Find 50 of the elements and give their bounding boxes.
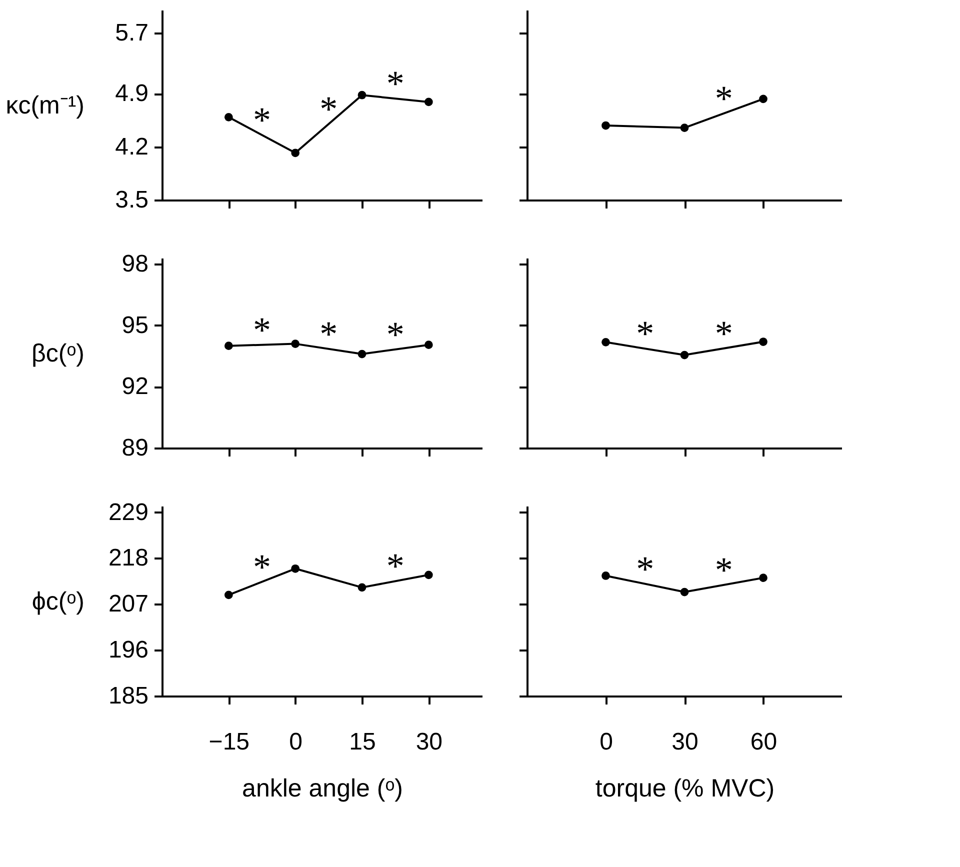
annotation: *: [714, 313, 733, 354]
y-axis-title: βc(ᵒ): [32, 340, 84, 368]
y-axis-title: ϕc(ᵒ): [32, 588, 84, 616]
y-tick-label: 207: [108, 590, 148, 618]
y-tick-label: 5.7: [115, 19, 148, 46]
point: [424, 340, 433, 350]
x-tick-label: −15: [208, 728, 250, 756]
x-tick-label: 0: [289, 728, 303, 756]
point: [224, 342, 233, 350]
annotation: *: [636, 314, 654, 354]
point: [358, 350, 366, 358]
y-tick-label: 89: [122, 434, 148, 462]
point: [358, 583, 366, 592]
y-axis-title: κc(m⁻¹): [6, 92, 84, 120]
y-tick-label: 218: [108, 544, 148, 572]
y-tick-label: 3.5: [115, 186, 148, 214]
annotation: *: [714, 550, 733, 590]
annotation: *: [386, 64, 404, 104]
point: [424, 98, 433, 106]
point: [291, 564, 300, 573]
annotation: *: [253, 100, 271, 140]
annotation: *: [253, 310, 271, 350]
x-tick-label: 15: [349, 728, 376, 756]
annotation: *: [386, 314, 404, 354]
x-tick-label: 30: [416, 728, 443, 756]
x-tick-label: 30: [672, 728, 698, 756]
point: [424, 570, 433, 580]
annotation: *: [320, 314, 338, 354]
x-axis-title: torque (% MVC): [595, 774, 775, 802]
y-tick-label: 196: [108, 636, 148, 664]
point: [224, 112, 233, 122]
x-axis-title: ankle angle (ᵒ): [242, 774, 403, 802]
y-tick-label: 98: [122, 250, 148, 278]
point: [291, 148, 300, 158]
y-tick-label: 4.2: [115, 133, 148, 160]
x-tick-label: 0: [600, 728, 613, 756]
y-tick-label: 92: [122, 373, 148, 400]
annotation: *: [386, 546, 404, 586]
annotation: *: [253, 546, 271, 587]
point: [358, 90, 366, 100]
annotation: *: [320, 89, 338, 129]
annotation: *: [636, 548, 654, 589]
y-tick-label: 185: [108, 682, 148, 710]
annotation: *: [714, 78, 733, 118]
point: [224, 590, 233, 600]
point: [291, 340, 300, 348]
x-tick-label: 60: [750, 728, 778, 756]
y-tick-label: 229: [108, 498, 148, 526]
y-tick-label: 4.9: [115, 80, 148, 108]
y-tick-label: 95: [122, 312, 148, 339]
